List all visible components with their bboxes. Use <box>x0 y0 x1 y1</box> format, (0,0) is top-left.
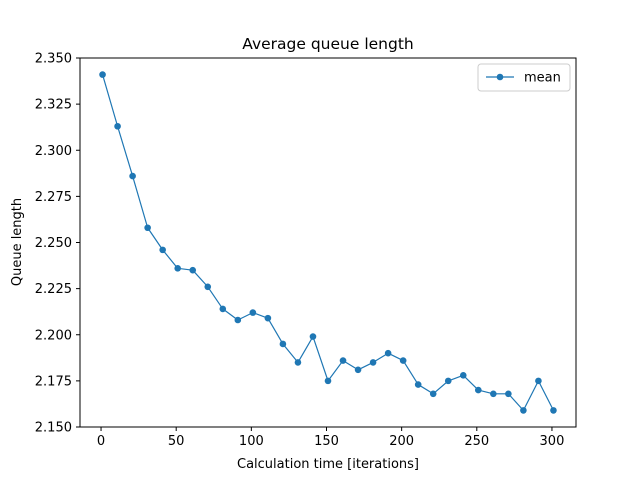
data-point <box>520 407 527 414</box>
legend: mean <box>477 63 571 92</box>
x-tick-label: 150 <box>314 434 339 449</box>
data-point <box>219 305 227 313</box>
data-point <box>159 246 166 254</box>
data-point <box>384 349 392 357</box>
x-tick-label: 0 <box>97 434 105 449</box>
data-point <box>339 357 347 364</box>
legend-point-marker <box>496 73 504 81</box>
data-point <box>429 390 437 398</box>
data-point <box>550 407 557 414</box>
data-point <box>294 359 302 366</box>
data-point <box>354 366 362 374</box>
x-tick-label: 100 <box>239 434 264 449</box>
y-tick-label: 2.150 <box>35 421 72 436</box>
data-point <box>264 314 272 322</box>
chart-title: Average queue length <box>242 35 413 53</box>
y-tick-label: 2.350 <box>35 52 72 67</box>
y-tick-label: 2.250 <box>35 236 72 251</box>
x-tick-label: 300 <box>540 434 565 449</box>
data-point <box>490 390 497 398</box>
data-point <box>324 377 332 385</box>
data-point <box>279 340 287 348</box>
y-tick-label: 2.325 <box>35 98 72 113</box>
data-point <box>309 333 317 340</box>
legend-box <box>477 63 571 92</box>
y-tick-label: 2.175 <box>35 374 72 389</box>
data-point <box>144 224 151 232</box>
y-tick-label: 2.200 <box>35 328 72 343</box>
x-axis-ticks: 0 50 100 150 200 250 300 <box>97 427 564 449</box>
data-point <box>249 309 257 316</box>
legend-label-mean: mean <box>524 71 561 86</box>
plot-area <box>99 71 557 414</box>
data-point <box>129 172 136 180</box>
data-point <box>114 122 121 130</box>
data-point <box>414 381 422 388</box>
x-tick-label: 200 <box>389 434 414 449</box>
data-point <box>459 372 467 379</box>
y-tick-label: 2.275 <box>35 190 72 205</box>
data-point <box>234 316 242 324</box>
data-point <box>475 386 482 394</box>
y-tick-label: 2.300 <box>35 144 72 159</box>
data-point <box>399 357 407 364</box>
y-axis-ticks: 2.150 2.175 2.200 2.225 2.250 2.275 2.300 2.325… <box>35 52 80 436</box>
data-point <box>99 71 106 78</box>
x-axis-label: Calculation time [iterations] <box>237 457 419 472</box>
data-point <box>369 359 377 366</box>
data-point <box>444 377 452 385</box>
data-point <box>204 283 212 291</box>
data-point <box>189 266 197 274</box>
x-tick-label: 250 <box>464 434 489 449</box>
data-point <box>535 377 542 385</box>
x-tick-label: 50 <box>168 434 185 449</box>
y-tick-label: 2.225 <box>35 282 72 297</box>
data-point <box>505 390 512 398</box>
data-point <box>174 265 181 272</box>
y-axis-label: Queue length <box>10 198 25 286</box>
